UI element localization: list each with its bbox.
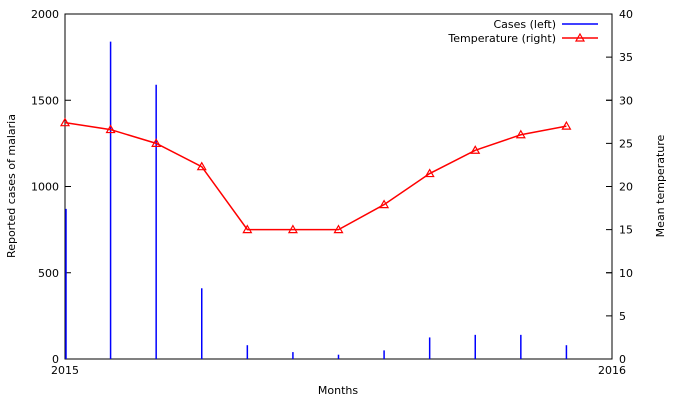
plot-frame [64, 13, 613, 360]
temperature-point [242, 224, 253, 234]
right-tick-label: 0 [619, 353, 626, 366]
temperature-point [515, 129, 526, 139]
temperature-point [287, 224, 298, 234]
temperature-point [561, 120, 572, 130]
temperature-point [59, 117, 71, 127]
right-tick-label: 10 [619, 267, 633, 280]
right-axis: 0 5 10 15 20 25 30 35 40 [606, 8, 633, 366]
temperature-point [379, 199, 390, 209]
right-tick-label: 35 [619, 51, 633, 64]
right-tick-label: 40 [619, 8, 633, 21]
right-tick-label: 20 [619, 181, 633, 194]
right-tick-label: 30 [619, 94, 633, 107]
legend-label-cases: Cases (left) [493, 18, 556, 31]
right-tick-label: 25 [619, 137, 633, 150]
left-tick-label: 1000 [31, 181, 59, 194]
left-axis-label: Reported cases of malaria [5, 114, 18, 258]
x-axis: 2015 2016 [51, 364, 626, 377]
legend-marker-temperature [574, 32, 586, 42]
temperature-point [151, 138, 162, 147]
x-tick-label: 2015 [51, 364, 79, 377]
left-tick-label: 1500 [31, 94, 59, 107]
x-tick-label: 2016 [598, 364, 626, 377]
legend: Cases (left) Temperature (right) [447, 18, 598, 45]
x-axis-label: Months [318, 384, 358, 397]
left-tick-label: 0 [52, 353, 59, 366]
temperature-point [196, 161, 207, 171]
right-axis-label: Mean temperature [654, 134, 667, 237]
temperature-point [333, 224, 344, 234]
right-tick-label: 15 [619, 224, 633, 237]
left-axis: 0 500 1000 1500 2000 [31, 8, 612, 366]
right-tick-label: 5 [619, 310, 626, 323]
temperature-line [64, 121, 567, 231]
temperature-point [105, 124, 116, 134]
temperature-point [424, 168, 435, 178]
left-tick-label: 2000 [31, 8, 59, 21]
temperature-point [470, 145, 481, 154]
left-tick-label: 500 [38, 267, 59, 280]
cases-series [65, 41, 568, 359]
legend-label-temperature: Temperature (right) [447, 32, 556, 45]
temperature-series [59, 117, 572, 234]
